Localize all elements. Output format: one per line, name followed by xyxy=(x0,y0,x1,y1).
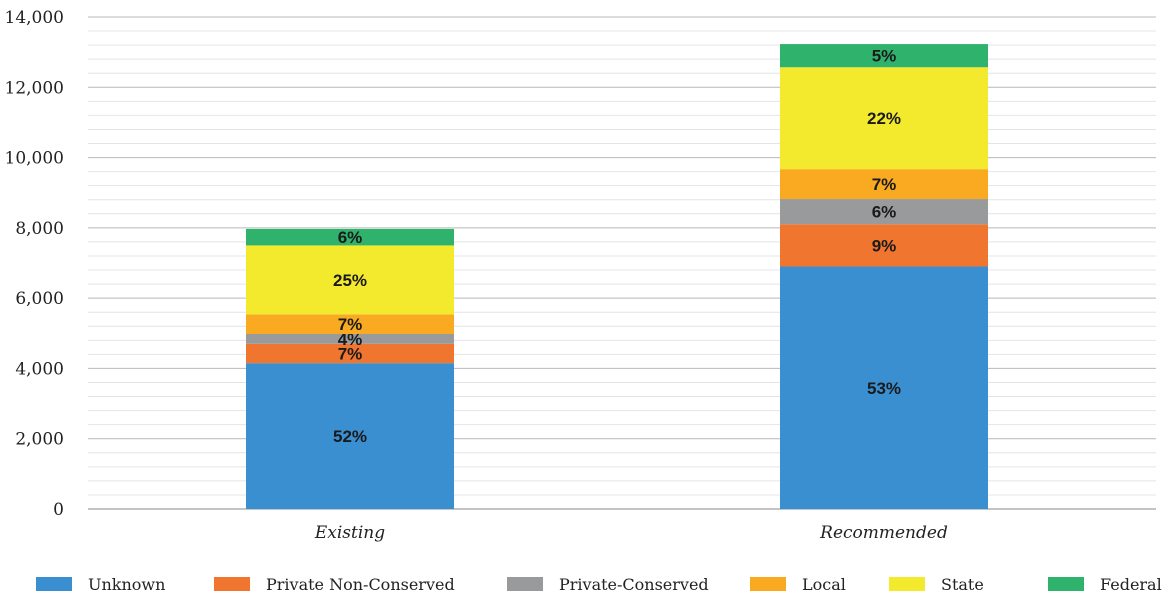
legend-label: Private Non-Conserved xyxy=(266,575,455,594)
bar-segment xyxy=(246,314,454,334)
x-category-label: Existing xyxy=(314,523,385,543)
bar-segment xyxy=(780,44,988,68)
legend-label: Federal xyxy=(1100,575,1162,594)
bar-segment xyxy=(780,266,988,509)
legend-swatch xyxy=(214,577,250,591)
y-tick-label: 2,000 xyxy=(15,430,64,450)
data-label: 6% xyxy=(338,228,363,247)
legend-swatch xyxy=(507,577,543,591)
bar-segment xyxy=(780,199,988,225)
data-label: 25% xyxy=(333,271,367,290)
data-label: 53% xyxy=(867,379,901,398)
data-label: 7% xyxy=(338,315,363,334)
y-axis: 0 2,000 4,000 6,000 8,000 10,000 12,000 14,000 xyxy=(5,8,64,520)
bar-segment xyxy=(780,224,988,267)
x-axis: Existing Recommended xyxy=(314,523,948,543)
legend-label: Private-Conserved xyxy=(559,575,709,594)
data-label: 7% xyxy=(872,175,897,194)
data-label: 22% xyxy=(867,109,901,128)
legend-label: Unknown xyxy=(88,575,165,594)
legend-swatch xyxy=(750,577,786,591)
bar-segment xyxy=(246,228,454,246)
bar-segment xyxy=(780,67,988,170)
legend: Unknown Private Non-Conserved Private-Cons… xyxy=(36,575,1162,594)
data-label: 6% xyxy=(872,203,897,222)
bar-segment xyxy=(780,169,988,200)
x-category-label: Recommended xyxy=(819,523,948,543)
legend-swatch xyxy=(1048,577,1084,591)
bar-segment xyxy=(246,343,454,364)
y-tick-label: 0 xyxy=(53,500,64,520)
legend-label: State xyxy=(941,575,984,594)
y-tick-label: 8,000 xyxy=(15,219,64,239)
data-label: 5% xyxy=(872,47,897,66)
data-label: 52% xyxy=(333,427,367,446)
legend-label: Local xyxy=(802,575,846,594)
y-tick-label: 6,000 xyxy=(15,289,64,309)
y-tick-label: 14,000 xyxy=(5,8,64,28)
legend-swatch xyxy=(36,577,72,591)
legend-swatch xyxy=(889,577,925,591)
y-tick-label: 4,000 xyxy=(15,359,64,379)
bars: 52%7%4%7%25%6%53%9%6%7%22%5% xyxy=(246,44,988,509)
data-label: 7% xyxy=(338,344,363,363)
bar-segment xyxy=(246,363,454,509)
bar-segment xyxy=(246,245,454,315)
bar-segment xyxy=(246,333,454,344)
y-tick-label: 12,000 xyxy=(5,78,64,98)
y-tick-label: 10,000 xyxy=(5,149,64,169)
data-label: 4% xyxy=(338,330,363,349)
data-label: 9% xyxy=(872,236,897,255)
